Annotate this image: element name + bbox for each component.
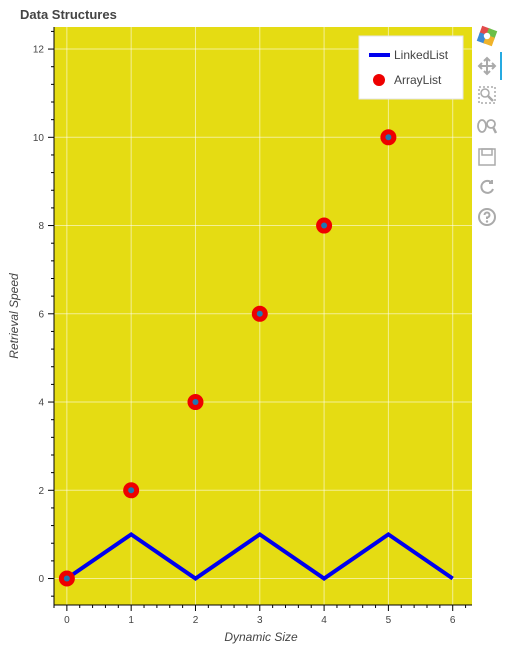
legend-box: [358, 35, 464, 100]
wheel-zoom-icon[interactable]: [474, 114, 500, 138]
x-tick-label: 3: [257, 615, 263, 626]
arraylist-point-center: [321, 222, 328, 229]
linkedlist-line: [65, 531, 454, 581]
x-tick-label: 1: [128, 615, 134, 626]
x-tick-label: 4: [321, 615, 327, 626]
y-tick-label: 0: [38, 574, 44, 585]
y-tick-label: 2: [38, 486, 44, 497]
legend-swatch-arraylist: [373, 74, 385, 86]
reset-icon[interactable]: [474, 175, 500, 199]
save-icon[interactable]: [474, 145, 500, 169]
arraylist-point-center: [385, 134, 392, 141]
legend-label-arraylist: ArrayList: [394, 73, 442, 87]
arraylist-point-center: [128, 487, 135, 494]
y-tick-label: 6: [38, 309, 44, 320]
toolbar-active-indicator: [500, 52, 502, 80]
x-tick-label: 0: [64, 615, 70, 626]
legend-label-linkedlist: LinkedList: [394, 48, 449, 62]
arraylist-point-center: [192, 399, 199, 406]
pan-icon[interactable]: [474, 54, 500, 78]
help-icon[interactable]: [474, 205, 500, 229]
arraylist-point-center: [63, 575, 70, 582]
x-axis-label: Dynamic Size: [224, 630, 298, 644]
arraylist-point-center: [256, 310, 263, 317]
y-tick-label: 4: [38, 398, 44, 409]
x-tick-label: 6: [450, 615, 456, 626]
chart-title: Data Structures: [20, 7, 117, 22]
legend: LinkedList ArrayList: [358, 35, 464, 100]
x-tick-label: 2: [193, 615, 199, 626]
box-zoom-icon[interactable]: [474, 83, 500, 107]
series: [58, 129, 454, 587]
y-tick-label: 8: [38, 221, 44, 232]
y-axis-label: Retrieval Speed: [7, 273, 21, 359]
bokeh-logo-icon[interactable]: [474, 24, 500, 48]
y-tick-label: 10: [33, 133, 45, 144]
y-tick-label: 12: [33, 45, 45, 56]
x-tick-label: 5: [386, 615, 392, 626]
